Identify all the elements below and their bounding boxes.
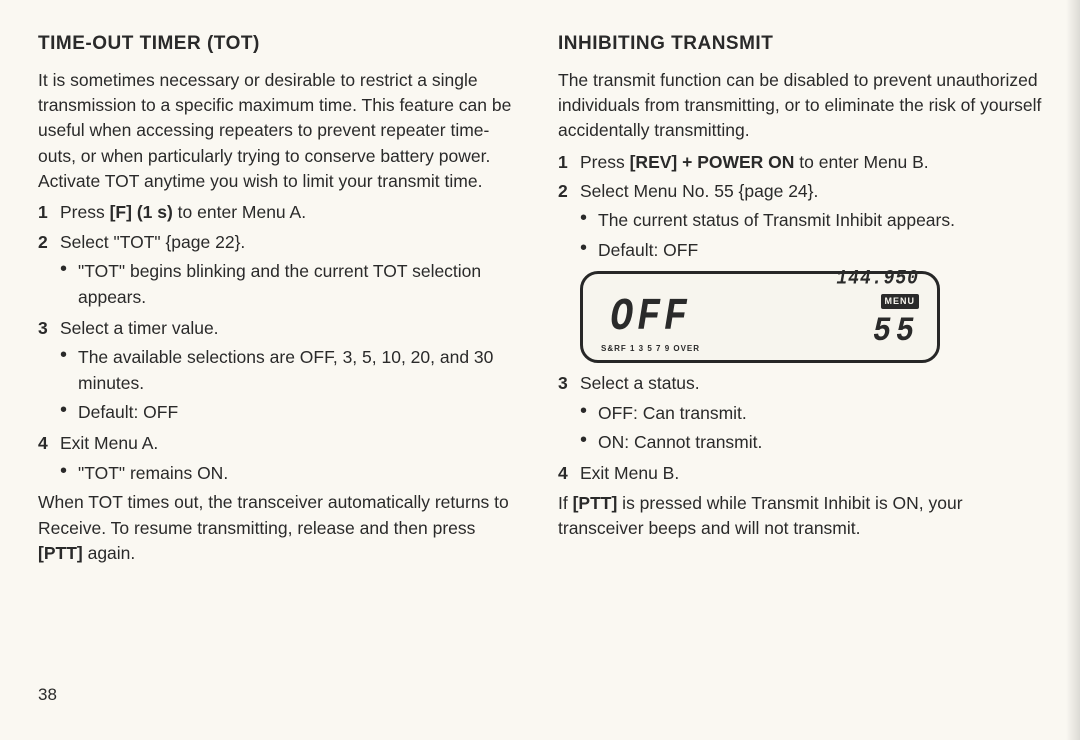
lcd-illustration: OFF S&RF 1 3 5 7 9 OVER 144.950 MENU 55 bbox=[580, 271, 940, 363]
key-ptt: [PTT] bbox=[38, 543, 83, 563]
lcd-tiny: S&RF 1 3 5 7 9 OVER bbox=[601, 343, 700, 355]
page-shadow bbox=[1066, 0, 1080, 740]
istep-2-b1: The current status of Transmit Inhibit a… bbox=[580, 208, 1042, 233]
ioutro-c: is pressed while Transmit Inhibit is ON,… bbox=[558, 493, 963, 538]
right-column: INHIBITING TRANSMIT The transmit functio… bbox=[540, 30, 1060, 720]
istep-3-b2: ON: Cannot transmit. bbox=[580, 430, 1042, 455]
step-3: Select a timer value. bbox=[38, 316, 522, 341]
step-3-b2: Default: OFF bbox=[60, 400, 522, 425]
istep-1-pre: Press bbox=[580, 152, 630, 172]
step-3-bullets: The available selections are OFF, 3, 5, … bbox=[60, 345, 522, 425]
istep-2: Select Menu No. 55 {page 24}. bbox=[558, 179, 1042, 204]
steps-tot-cont: Select a timer value. bbox=[38, 316, 522, 341]
left-column: TIME-OUT TIMER (TOT) It is sometimes nec… bbox=[20, 30, 540, 720]
key-rev-power: [REV] + POWER ON bbox=[630, 152, 795, 172]
heading-inhibit: INHIBITING TRANSMIT bbox=[558, 30, 1042, 58]
ioutro-a: If bbox=[558, 493, 573, 513]
page-number: 38 bbox=[38, 685, 57, 705]
step-1-post: to enter Menu A. bbox=[173, 202, 306, 222]
outro-c: again. bbox=[83, 543, 136, 563]
steps-tot: Press [F] (1 s) to enter Menu A. Select … bbox=[38, 200, 522, 255]
step-1-pre: Press bbox=[60, 202, 110, 222]
istep-3-b1: OFF: Can transmit. bbox=[580, 401, 1042, 426]
step-3-b1: The available selections are OFF, 3, 5, … bbox=[60, 345, 522, 396]
heading-tot: TIME-OUT TIMER (TOT) bbox=[38, 30, 522, 58]
key-f1s: [F] (1 s) bbox=[110, 202, 173, 222]
istep-1: Press [REV] + POWER ON to enter Menu B. bbox=[558, 150, 1042, 175]
step-4-bullets: "TOT" remains ON. bbox=[60, 461, 522, 486]
step-2-bullets: "TOT" begins blinking and the current TO… bbox=[60, 259, 522, 310]
steps-inhibit-cont: Select a status. bbox=[558, 371, 1042, 396]
step-4-b1: "TOT" remains ON. bbox=[60, 461, 522, 486]
lcd-left: OFF S&RF 1 3 5 7 9 OVER bbox=[601, 299, 700, 355]
istep-3-bullets: OFF: Can transmit. ON: Cannot transmit. bbox=[580, 401, 1042, 456]
manual-page: TIME-OUT TIMER (TOT) It is sometimes nec… bbox=[0, 0, 1080, 740]
istep-2-b2: Default: OFF bbox=[580, 238, 1042, 263]
intro-tot: It is sometimes necessary or desirable t… bbox=[38, 68, 522, 195]
outro-a: When TOT times out, the transceiver auto… bbox=[38, 492, 509, 537]
steps-tot-cont2: Exit Menu A. bbox=[38, 431, 522, 456]
step-2-b1: "TOT" begins blinking and the current TO… bbox=[60, 259, 522, 310]
istep-4: Exit Menu B. bbox=[558, 461, 1042, 486]
lcd-menu-no: 55 bbox=[873, 307, 919, 357]
lcd-right: 144.950 MENU 55 bbox=[836, 266, 919, 355]
outro-inhibit: If [PTT] is pressed while Transmit Inhib… bbox=[558, 491, 1042, 542]
step-2: Select "TOT" {page 22}. bbox=[38, 230, 522, 255]
steps-inhibit-cont2: Exit Menu B. bbox=[558, 461, 1042, 486]
lcd-frame: OFF S&RF 1 3 5 7 9 OVER 144.950 MENU 55 bbox=[580, 271, 940, 363]
istep-3: Select a status. bbox=[558, 371, 1042, 396]
step-1: Press [F] (1 s) to enter Menu A. bbox=[38, 200, 522, 225]
lcd-main: OFF bbox=[610, 295, 690, 341]
key-ptt2: [PTT] bbox=[573, 493, 618, 513]
intro-inhibit: The transmit function can be disabled to… bbox=[558, 68, 1042, 144]
istep-2-bullets: The current status of Transmit Inhibit a… bbox=[580, 208, 1042, 263]
istep-1-post: to enter Menu B. bbox=[794, 152, 928, 172]
lcd-freq: 144.950 bbox=[836, 264, 919, 294]
steps-inhibit: Press [REV] + POWER ON to enter Menu B. … bbox=[558, 150, 1042, 205]
lcd-menu-badge: MENU bbox=[881, 294, 920, 309]
outro-tot: When TOT times out, the transceiver auto… bbox=[38, 490, 522, 566]
step-4: Exit Menu A. bbox=[38, 431, 522, 456]
